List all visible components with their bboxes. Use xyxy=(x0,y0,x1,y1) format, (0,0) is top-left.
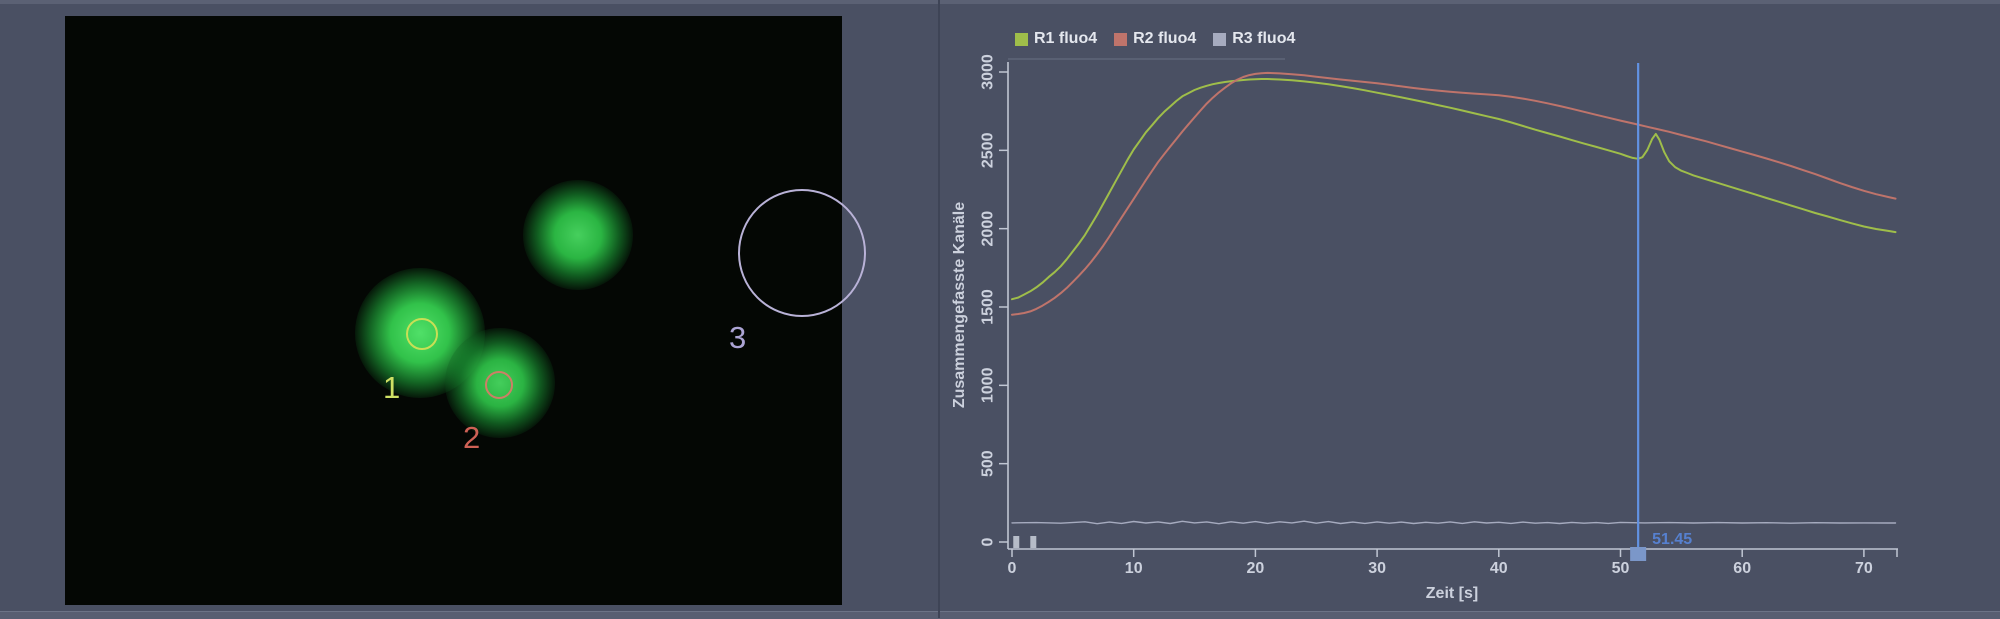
roi-circle-3[interactable] xyxy=(738,189,866,317)
y-tick-label: 1500 xyxy=(980,289,997,325)
x-tick-label: 0 xyxy=(1008,560,1017,577)
roi-label-3: 3 xyxy=(729,320,747,355)
x-tick-label: 10 xyxy=(1125,560,1143,577)
roi-label-2: 2 xyxy=(463,420,481,455)
panel-divider xyxy=(938,0,940,618)
y-tick-label: 3000 xyxy=(980,54,997,90)
intensity-time-chart[interactable]: 0 500 1000 1500 2000 2500 3000 0 10 20 30 40 50 60 70 Z… xyxy=(940,0,2000,618)
legend-item-1[interactable]: R1 fluo4 xyxy=(1015,30,1097,48)
x-tick-label: 50 xyxy=(1612,560,1630,577)
chart-legend: R1 fluo4 R2 fluo4 R3 fluo4 xyxy=(1015,30,1295,48)
window-bottom-edge xyxy=(0,611,2000,619)
legend-label: R1 fluo4 xyxy=(1034,30,1098,47)
x-tick-label: 40 xyxy=(1490,560,1508,577)
y-tick-label: 500 xyxy=(980,450,997,477)
x-tick-label: 60 xyxy=(1733,560,1751,577)
x-axis-title: Zeit [s] xyxy=(1426,585,1478,602)
legend-item-2[interactable]: R2 fluo4 xyxy=(1114,30,1196,48)
y-tick-label: 2000 xyxy=(980,211,997,247)
y-tick-label: 0 xyxy=(980,537,997,546)
microscopy-image-view[interactable]: 1 2 3 xyxy=(65,16,866,605)
y-tick-label: 1000 xyxy=(980,367,997,403)
roi-label-1: 1 xyxy=(383,370,401,405)
legend-swatch-icon xyxy=(1114,32,1128,46)
time-cursor-handle[interactable] xyxy=(1630,547,1647,561)
x-tick-label: 20 xyxy=(1247,560,1265,577)
series-1-trace xyxy=(1011,78,1897,301)
window-top-edge xyxy=(0,0,2000,4)
legend-swatch-icon xyxy=(1213,32,1227,46)
series-2-trace xyxy=(1011,71,1897,316)
legend-label: R2 fluo4 xyxy=(1133,30,1197,47)
fluorescent-cell-unlabeled xyxy=(523,180,633,290)
legend-swatch-icon xyxy=(1015,32,1028,46)
legend-item-3[interactable]: R3 fluo4 xyxy=(1213,30,1295,48)
roi-circle-1[interactable] xyxy=(406,318,438,350)
event-marker xyxy=(1030,536,1037,548)
y-tick-label: 2500 xyxy=(980,132,997,168)
event-marker xyxy=(1013,536,1020,548)
series-3-trace xyxy=(1011,520,1897,525)
x-tick-label: 70 xyxy=(1855,560,1873,577)
roi-circle-2[interactable] xyxy=(485,371,513,399)
y-axis-title: Zusammengefasste Kanäle xyxy=(951,202,968,408)
legend-label: R3 fluo4 xyxy=(1232,30,1296,47)
x-tick-label: 30 xyxy=(1368,560,1386,577)
time-cursor-readout: 51.45 xyxy=(1652,531,1692,548)
